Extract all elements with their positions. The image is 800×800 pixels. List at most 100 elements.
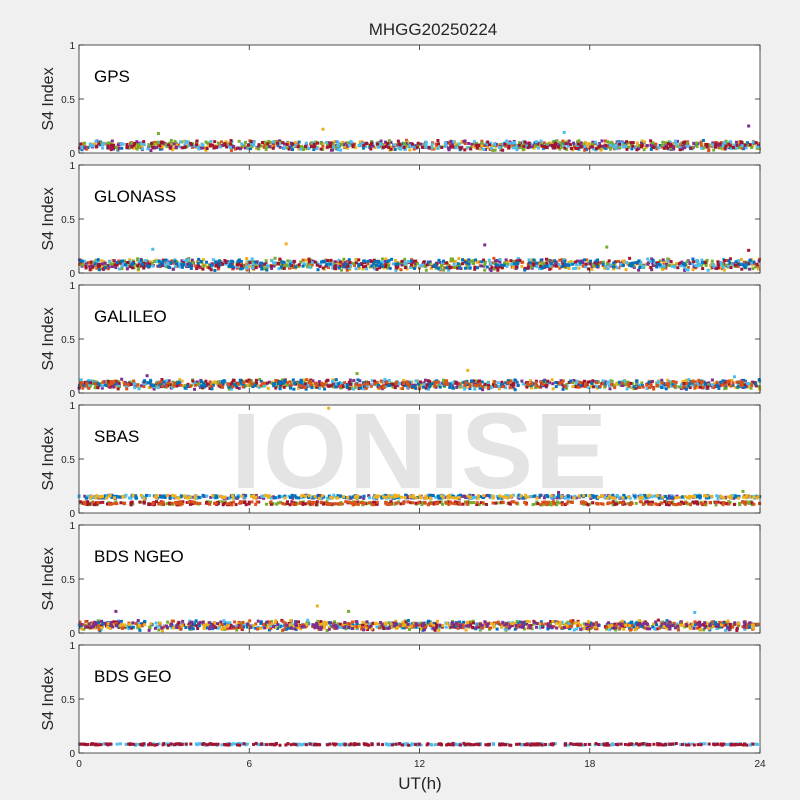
data-point	[560, 258, 564, 262]
data-point	[426, 260, 430, 264]
data-point	[192, 387, 196, 391]
data-point	[536, 146, 540, 150]
data-point	[448, 146, 452, 150]
data-point	[128, 261, 132, 265]
data-point	[564, 266, 568, 270]
data-point	[558, 142, 562, 146]
data-point	[410, 384, 414, 388]
data-point	[175, 262, 179, 266]
data-point	[339, 268, 343, 272]
data-point	[498, 257, 502, 261]
data-point	[564, 142, 568, 146]
data-point	[451, 257, 455, 261]
data-point	[463, 387, 467, 391]
data-point	[657, 146, 661, 150]
data-point-peak	[747, 124, 751, 128]
data-point	[142, 385, 146, 389]
data-point	[389, 147, 393, 151]
data-point	[292, 144, 296, 148]
y-tick-label: 0	[69, 149, 75, 160]
data-point	[357, 143, 361, 147]
data-point	[402, 382, 406, 386]
data-point	[667, 500, 671, 504]
data-point	[731, 145, 735, 149]
data-point	[555, 496, 559, 500]
data-point	[382, 266, 386, 270]
data-point	[216, 141, 220, 145]
data-point	[581, 264, 585, 268]
data-point	[660, 386, 664, 390]
data-point	[534, 381, 538, 385]
data-point	[670, 384, 674, 388]
data-point	[116, 143, 120, 147]
data-point	[359, 386, 363, 390]
data-point	[529, 264, 533, 268]
data-point	[632, 264, 636, 268]
data-point	[563, 384, 567, 388]
data-point	[492, 380, 496, 384]
data-point	[343, 381, 347, 385]
data-point	[285, 143, 289, 147]
data-point	[545, 264, 549, 268]
data-point	[227, 387, 231, 391]
data-point	[410, 265, 414, 269]
data-point	[131, 502, 135, 506]
data-point	[279, 265, 283, 269]
data-point	[197, 382, 201, 386]
data-point	[214, 381, 218, 385]
data-point	[269, 502, 273, 506]
data-point	[685, 142, 689, 146]
data-point	[755, 496, 759, 500]
data-point	[661, 140, 665, 144]
data-point	[260, 494, 264, 498]
data-point	[542, 496, 546, 500]
data-point	[291, 265, 295, 269]
data-point	[535, 265, 539, 269]
data-point	[270, 145, 274, 149]
data-point	[374, 263, 378, 267]
data-point	[726, 264, 730, 268]
data-point	[412, 266, 416, 270]
data-point	[526, 382, 530, 386]
data-point	[723, 258, 727, 262]
data-point	[623, 381, 627, 385]
data-point	[587, 267, 591, 271]
data-point	[463, 148, 467, 152]
data-point	[292, 259, 296, 263]
data-point	[490, 261, 494, 265]
data-point	[244, 140, 248, 144]
data-point	[425, 383, 429, 387]
data-point	[674, 496, 678, 500]
data-point	[186, 382, 190, 386]
data-point	[93, 262, 97, 266]
data-point	[751, 263, 755, 267]
data-point	[542, 141, 546, 145]
data-point	[168, 494, 172, 498]
data-point	[504, 386, 508, 390]
data-point	[409, 263, 413, 267]
data-point	[562, 264, 566, 268]
data-point	[208, 143, 212, 147]
data-point	[465, 501, 469, 505]
data-point	[541, 383, 545, 387]
data-point	[198, 501, 202, 505]
data-point	[285, 383, 289, 387]
data-point	[299, 378, 303, 382]
data-point	[588, 380, 592, 384]
data-point	[692, 260, 696, 264]
data-point	[170, 143, 174, 147]
data-point	[282, 502, 286, 506]
data-point	[367, 501, 371, 505]
data-point	[464, 380, 468, 384]
data-point	[575, 263, 579, 267]
data-point	[140, 384, 144, 388]
data-point	[680, 383, 684, 387]
data-point	[94, 383, 98, 387]
data-point	[120, 259, 124, 263]
data-point	[371, 144, 375, 148]
data-point	[393, 259, 397, 263]
data-point	[247, 382, 251, 386]
data-point	[255, 381, 259, 385]
data-point	[731, 383, 735, 387]
data-point	[569, 146, 573, 150]
